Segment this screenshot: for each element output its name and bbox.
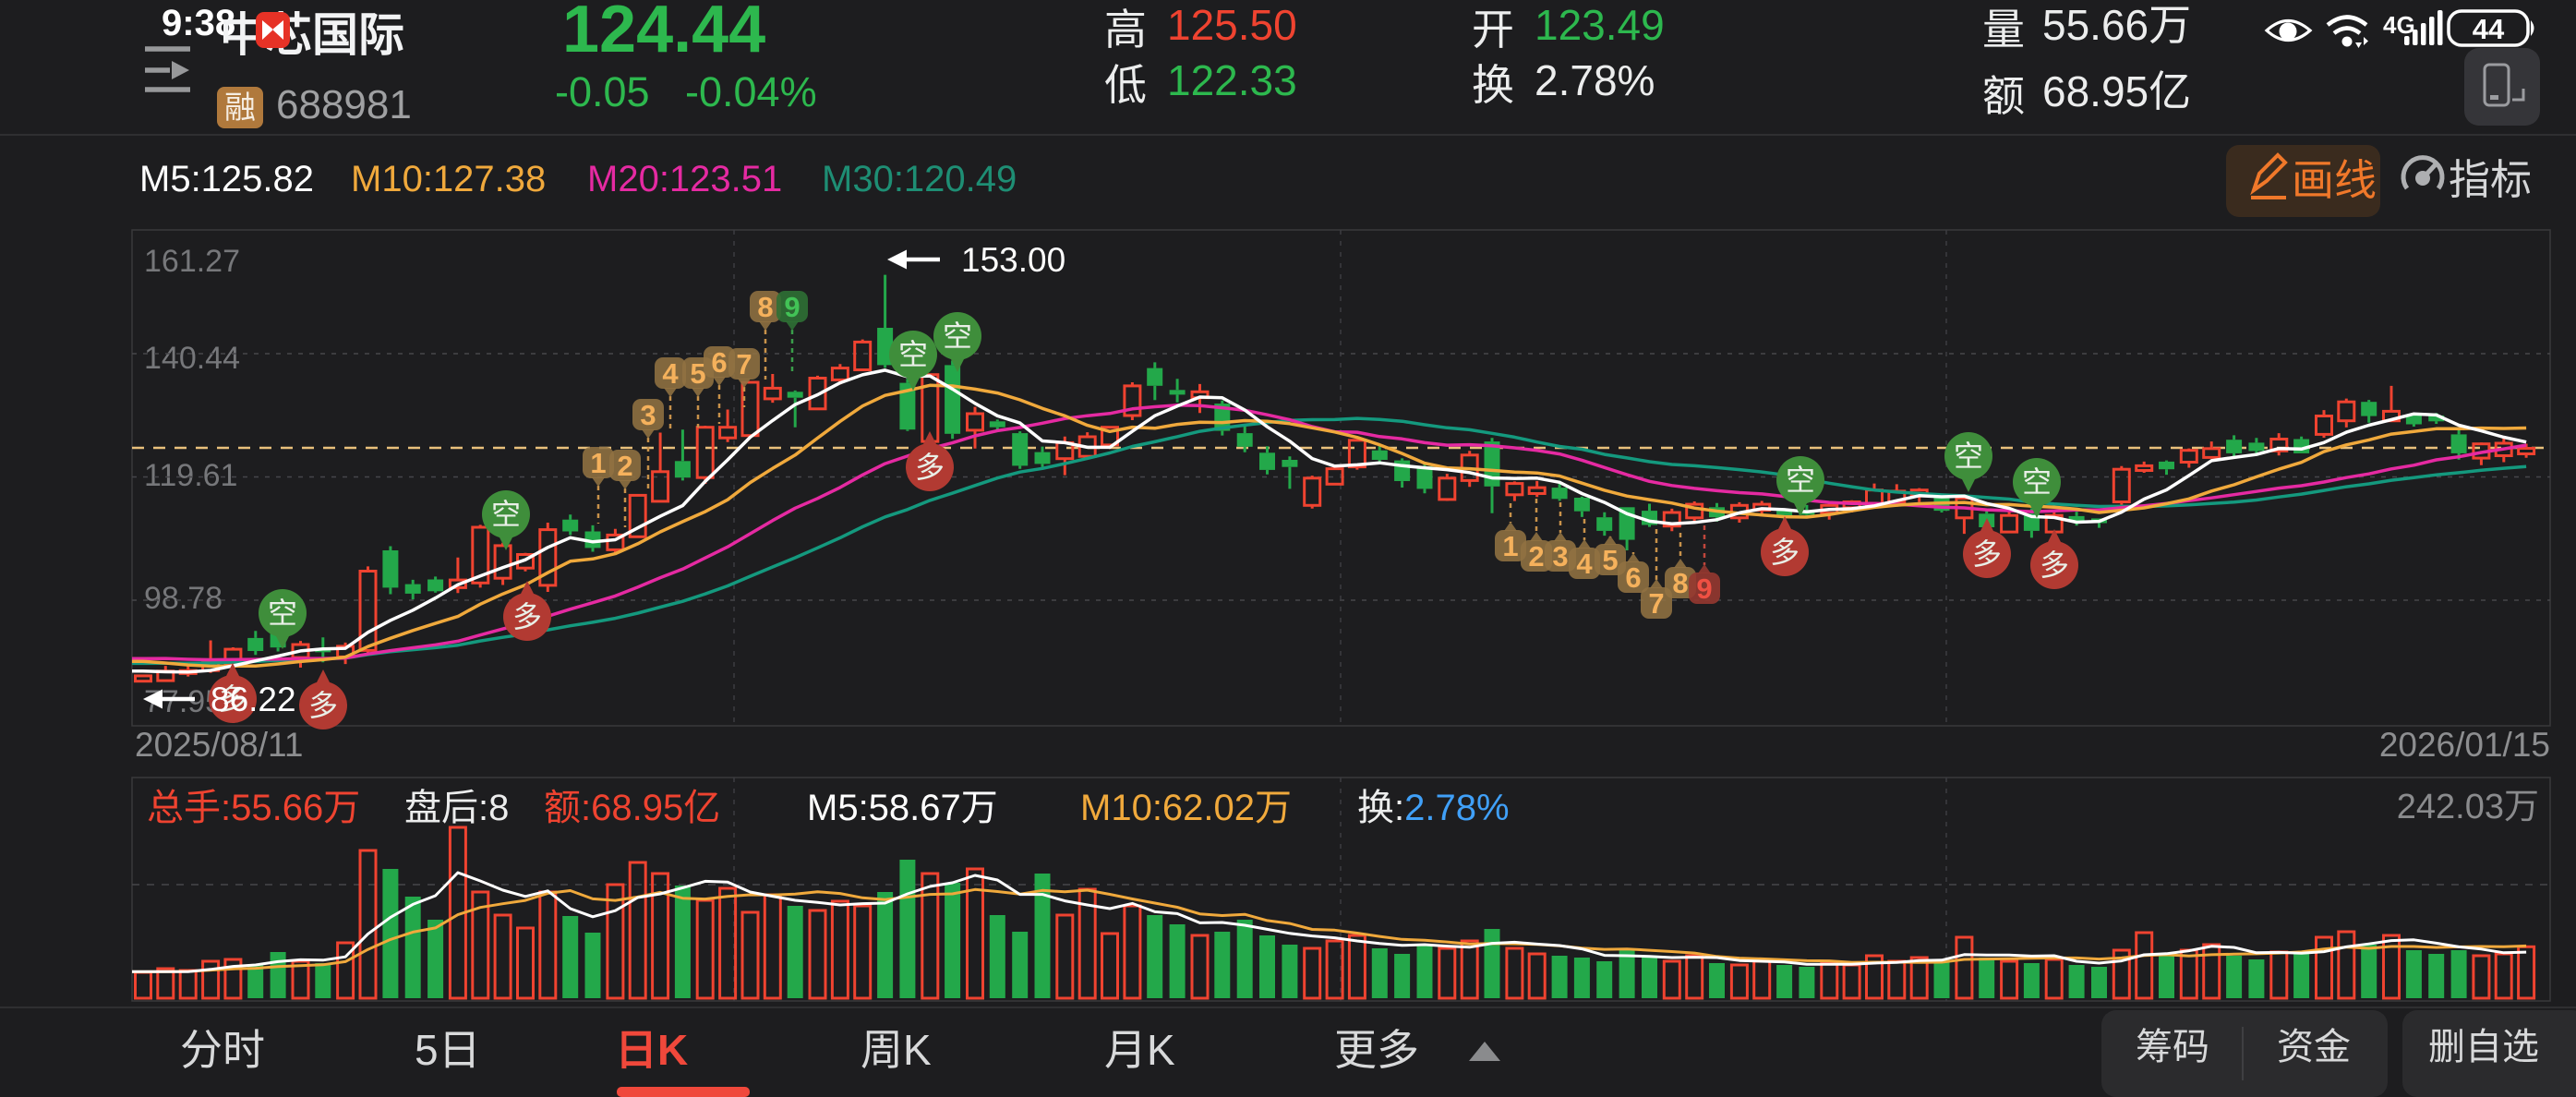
- svg-text:1: 1: [590, 447, 606, 479]
- svg-text:多: 多: [308, 689, 338, 722]
- svg-text:5: 5: [690, 357, 705, 390]
- svg-text:4G: 4G: [2383, 11, 2415, 39]
- svg-text:空: 空: [268, 597, 297, 630]
- svg-text:多: 多: [2040, 548, 2069, 582]
- svg-text:1: 1: [1502, 530, 1518, 562]
- svg-text:空: 空: [491, 498, 521, 531]
- svg-text:2: 2: [1528, 540, 1544, 573]
- svg-text:空: 空: [2022, 465, 2052, 499]
- svg-text:8: 8: [757, 291, 773, 323]
- svg-text:多: 多: [1972, 537, 2002, 571]
- svg-text:多: 多: [218, 682, 247, 716]
- svg-text:6: 6: [1625, 561, 1641, 594]
- svg-text:8: 8: [1672, 567, 1688, 599]
- svg-text:9: 9: [784, 291, 800, 323]
- svg-text:4: 4: [662, 357, 679, 390]
- svg-text:多: 多: [915, 451, 945, 484]
- svg-text:3: 3: [640, 399, 656, 431]
- svg-text:空: 空: [1954, 440, 1983, 473]
- svg-text:9: 9: [1696, 573, 1712, 605]
- svg-text:5: 5: [1602, 544, 1618, 576]
- svg-text:3: 3: [1552, 540, 1568, 573]
- svg-text:2: 2: [617, 450, 632, 482]
- svg-text:44: 44: [2473, 13, 2505, 45]
- svg-text:空: 空: [898, 338, 928, 371]
- svg-text:6: 6: [711, 346, 727, 379]
- svg-text:7: 7: [1648, 587, 1664, 620]
- svg-text:4: 4: [1576, 548, 1593, 580]
- svg-text:多: 多: [1770, 536, 1800, 569]
- svg-text:空: 空: [1786, 464, 1815, 497]
- svg-text:86.22: 86.22: [211, 681, 296, 718]
- svg-text:多: 多: [512, 600, 542, 633]
- svg-text:153.00: 153.00: [961, 241, 1065, 279]
- svg-text:空: 空: [943, 319, 972, 353]
- svg-text:7: 7: [736, 348, 752, 380]
